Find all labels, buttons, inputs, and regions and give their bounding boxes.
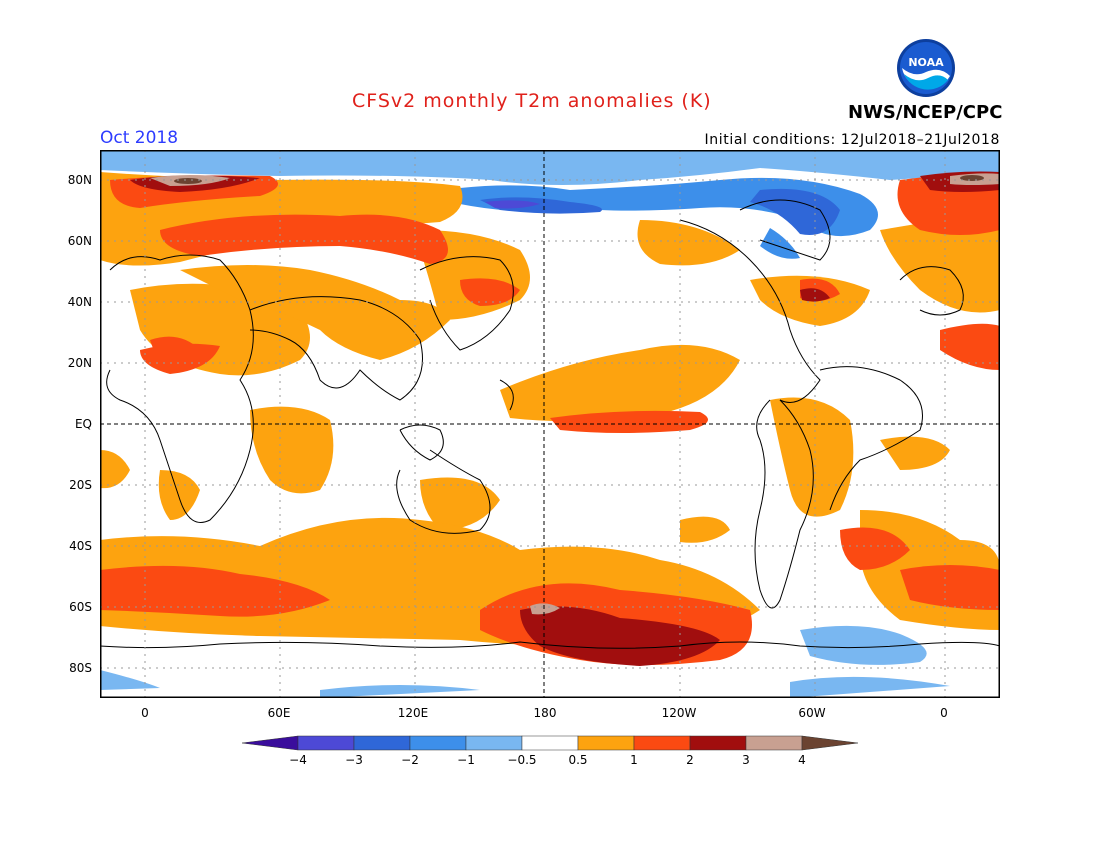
colorbar-swatch xyxy=(689,735,747,751)
extreme-center-marks xyxy=(174,175,984,184)
colorbar-tick-label: −0.5 xyxy=(507,753,536,767)
colorbar-arrow-low xyxy=(241,735,299,751)
colorbar-tick-label: 1 xyxy=(630,753,638,767)
colorbar-swatch xyxy=(297,735,355,751)
lon-label: 0 xyxy=(141,706,149,720)
colorbar-swatch xyxy=(745,735,803,751)
lat-label: 80N xyxy=(67,173,92,187)
lat-label: 40S xyxy=(69,539,92,553)
map-grid xyxy=(100,150,1000,698)
chart-title: CFSv2 monthly T2m anomalies (K) xyxy=(352,90,712,112)
lon-label: 60W xyxy=(798,706,826,720)
lon-label: 60E xyxy=(267,706,291,720)
lat-label: EQ xyxy=(74,417,92,431)
lon-label: 0 xyxy=(940,706,948,720)
colorbar-swatch xyxy=(633,735,691,751)
forecast-month: Oct 2018 xyxy=(100,128,179,148)
agency-label: NWS/NCEP/CPC xyxy=(848,102,1003,123)
colorbar-tick-label: −3 xyxy=(345,753,363,767)
colorbar-tick-label: −1 xyxy=(457,753,475,767)
noaa-logo-icon: NOAA xyxy=(897,39,955,97)
lat-label: 40N xyxy=(67,295,92,309)
lat-label: 60N xyxy=(67,234,92,248)
coastlines xyxy=(100,199,1000,649)
colorbar-tick-label: 0.5 xyxy=(568,753,587,767)
colorbar-tick-label: −2 xyxy=(401,753,419,767)
colorbar-swatch xyxy=(353,735,411,751)
colorbar-tick-label: 2 xyxy=(686,753,694,767)
colorbar-swatch xyxy=(577,735,635,751)
initial-conditions: Initial conditions: 12Jul2018–21Jul2018 xyxy=(704,132,1000,148)
colorbar-arrow-high xyxy=(801,735,859,751)
lon-label: 120W xyxy=(661,706,697,720)
lon-label: 120E xyxy=(397,706,429,720)
colorbar-swatch xyxy=(465,735,523,751)
colorbar-tick-label: 3 xyxy=(742,753,750,767)
colorbar-swatch xyxy=(521,735,579,751)
colorbar-tick-label: −4 xyxy=(289,753,307,767)
lon-label: 180 xyxy=(533,706,557,720)
lat-label: 20S xyxy=(69,478,92,492)
lat-label: 80S xyxy=(69,661,92,675)
colorbar-tick-label: 4 xyxy=(798,753,806,767)
lat-label: 20N xyxy=(67,356,92,370)
map-frame xyxy=(100,150,1000,698)
anomaly-map xyxy=(100,150,1000,698)
colorbar: −4 −3 −2 −1 −0.5 0.5 1 2 3 4 xyxy=(241,735,859,767)
colorbar-swatch xyxy=(409,735,467,751)
antarctic-cold-anomalies xyxy=(100,625,950,698)
lat-label: 60S xyxy=(69,600,92,614)
logo-text: NOAA xyxy=(908,56,944,69)
reference-lines xyxy=(100,150,1000,698)
